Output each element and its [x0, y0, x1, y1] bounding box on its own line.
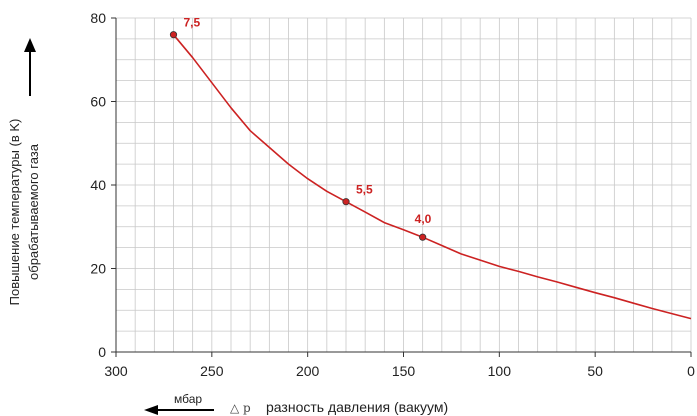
data-point-label: 5,5 [356, 183, 373, 197]
x-tick-label: 300 [104, 363, 128, 379]
series [172, 34, 692, 320]
data-point-label: 4,0 [415, 212, 432, 226]
y-tick-label: 20 [90, 261, 106, 277]
delta-p-symbol: △ p [230, 401, 251, 415]
data-point-marker [419, 233, 427, 241]
x-tick-label: 150 [392, 363, 416, 379]
y-axis-label-line1: Повышение температуры (в K) [7, 119, 22, 306]
y-axis-arrow-icon [24, 38, 36, 96]
x-tick-label: 50 [587, 363, 603, 379]
data-point-marker [342, 198, 350, 206]
markers: 7,5 5,5 4,0 [169, 16, 432, 241]
tick-labels: 300 250 200 150 100 50 0 0 20 40 60 80 [90, 10, 695, 379]
y-tick-label: 40 [90, 177, 106, 193]
x-tick-label: 0 [687, 363, 695, 379]
series-line [172, 34, 692, 320]
y-tick-label: 60 [90, 94, 106, 110]
x-axis-arrow-icon [144, 405, 214, 415]
x-axis-label: разность давления (вакуум) [266, 399, 448, 415]
x-tick-label: 200 [296, 363, 320, 379]
x-tick-label: 100 [488, 363, 512, 379]
grid [115, 17, 692, 353]
x-tick-label: 250 [200, 363, 224, 379]
data-point-marker [169, 31, 178, 39]
y-axis-label-line2: обрабатываемого газа [26, 143, 41, 280]
data-point-label: 7,5 [184, 16, 201, 30]
y-tick-label: 0 [98, 344, 106, 360]
y-tick-label: 80 [90, 10, 106, 26]
x-axis-unit: мбар [174, 392, 202, 406]
